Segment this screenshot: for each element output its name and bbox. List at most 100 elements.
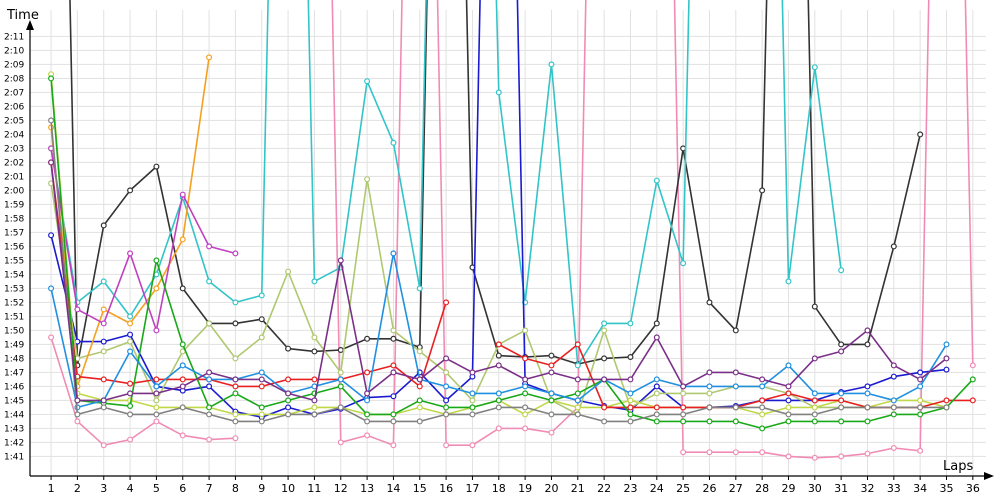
data-point bbox=[627, 397, 634, 404]
y-tick-label: 2:08 bbox=[4, 74, 24, 84]
data-point bbox=[337, 376, 344, 383]
y-tick-label: 1:53 bbox=[4, 284, 24, 294]
data-point bbox=[285, 268, 292, 275]
series-line bbox=[50, 178, 921, 416]
data-point bbox=[785, 362, 792, 369]
data-point bbox=[443, 355, 450, 362]
data-point bbox=[390, 327, 397, 334]
series-12 bbox=[48, 117, 950, 425]
data-point bbox=[548, 390, 555, 397]
data-point bbox=[311, 376, 318, 383]
data-point bbox=[469, 442, 476, 449]
x-tick-label: 6 bbox=[179, 482, 186, 495]
data-point bbox=[127, 187, 134, 194]
data-point bbox=[206, 383, 213, 390]
data-point bbox=[443, 397, 450, 404]
data-point bbox=[548, 411, 555, 418]
y-tick-label: 2:00 bbox=[4, 186, 24, 196]
data-point bbox=[864, 450, 871, 457]
x-tick-label: 27 bbox=[729, 482, 743, 495]
data-point bbox=[864, 390, 871, 397]
series-line bbox=[50, 337, 236, 447]
data-point bbox=[179, 236, 186, 243]
data-point bbox=[574, 362, 581, 369]
series-line bbox=[50, 148, 236, 332]
data-point bbox=[100, 442, 107, 449]
x-tick-label: 31 bbox=[834, 482, 848, 495]
x-tick-label: 1 bbox=[48, 482, 55, 495]
x-tick-label: 32 bbox=[860, 482, 874, 495]
data-point bbox=[522, 327, 529, 334]
data-point bbox=[364, 397, 371, 404]
data-point bbox=[548, 352, 555, 359]
x-tick-label: 4 bbox=[127, 482, 134, 495]
data-point bbox=[627, 376, 634, 383]
data-point bbox=[759, 187, 766, 194]
data-point bbox=[127, 380, 134, 387]
y-tick-label: 2:01 bbox=[4, 172, 24, 182]
data-point bbox=[100, 397, 107, 404]
x-tick-label: 26 bbox=[702, 482, 716, 495]
data-point bbox=[811, 397, 818, 404]
data-point bbox=[943, 366, 950, 373]
x-tick-label: 17 bbox=[465, 482, 479, 495]
data-point bbox=[48, 232, 55, 239]
y-tick-label: 1:57 bbox=[4, 228, 24, 238]
data-point bbox=[469, 404, 476, 411]
data-point bbox=[127, 313, 134, 320]
data-point bbox=[495, 425, 502, 432]
data-point bbox=[548, 397, 555, 404]
data-point bbox=[601, 376, 608, 383]
data-point bbox=[443, 404, 450, 411]
data-point bbox=[285, 397, 292, 404]
data-point bbox=[574, 404, 581, 411]
data-point bbox=[100, 404, 107, 411]
data-point bbox=[311, 334, 318, 341]
data-point bbox=[732, 404, 739, 411]
data-point bbox=[74, 418, 81, 425]
data-point bbox=[811, 390, 818, 397]
data-point bbox=[811, 355, 818, 362]
data-point bbox=[285, 390, 292, 397]
data-point bbox=[390, 335, 397, 342]
data-point bbox=[706, 299, 713, 306]
data-point bbox=[364, 335, 371, 342]
x-tick-label: 36 bbox=[966, 482, 980, 495]
data-point bbox=[522, 355, 529, 362]
y-tick-label: 1:47 bbox=[4, 368, 24, 378]
data-point bbox=[127, 411, 134, 418]
axes bbox=[26, 20, 994, 480]
x-tick-label: 30 bbox=[808, 482, 822, 495]
data-point bbox=[811, 411, 818, 418]
data-point bbox=[627, 411, 634, 418]
data-point bbox=[390, 362, 397, 369]
x-tick-label: 11 bbox=[307, 482, 321, 495]
data-point bbox=[206, 54, 213, 61]
data-point bbox=[179, 362, 186, 369]
data-point bbox=[495, 404, 502, 411]
data-point bbox=[337, 439, 344, 446]
data-point bbox=[390, 139, 397, 146]
data-point bbox=[100, 278, 107, 285]
y-tick-label: 1:48 bbox=[4, 354, 24, 364]
data-point bbox=[232, 299, 239, 306]
data-point bbox=[680, 449, 687, 456]
series-13 bbox=[48, 159, 950, 404]
y-tick-label: 1:43 bbox=[4, 424, 24, 434]
data-point bbox=[548, 429, 555, 436]
y-tick-label: 2:02 bbox=[4, 158, 24, 168]
data-point bbox=[548, 369, 555, 376]
data-point bbox=[153, 327, 160, 334]
data-point bbox=[179, 191, 186, 198]
data-point bbox=[759, 383, 766, 390]
data-point bbox=[548, 362, 555, 369]
data-point bbox=[890, 373, 897, 380]
data-point bbox=[601, 320, 608, 327]
x-tick-label: 24 bbox=[650, 482, 664, 495]
data-point bbox=[416, 397, 423, 404]
data-point bbox=[890, 411, 897, 418]
data-point bbox=[785, 404, 792, 411]
data-point bbox=[838, 341, 845, 348]
data-point bbox=[864, 341, 871, 348]
y-tick-label: 1:52 bbox=[4, 298, 24, 308]
